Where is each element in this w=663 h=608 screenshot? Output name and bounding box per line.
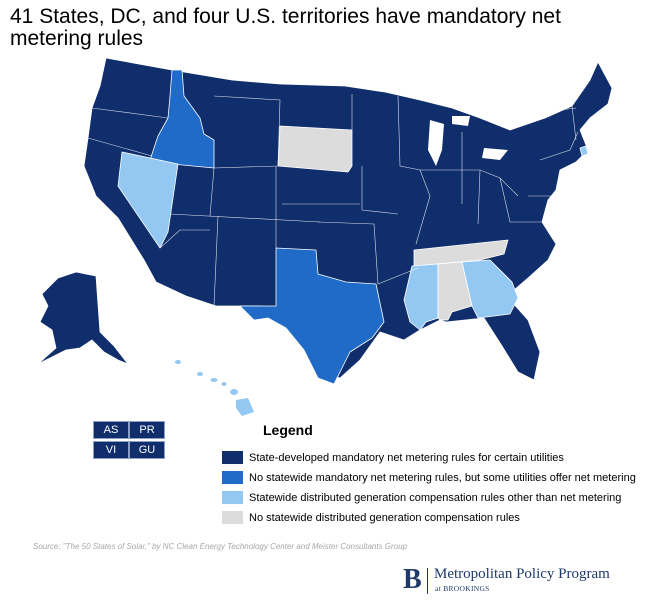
- territory-as: AS: [93, 421, 129, 439]
- legend-swatch: [222, 491, 243, 504]
- legend-swatch: [222, 511, 243, 524]
- territory-pr: PR: [129, 421, 165, 439]
- state-borders: [87, 94, 579, 307]
- map-title: 41 States, DC, and four U.S. territories…: [10, 5, 561, 50]
- brookings-logo: B Metropolitan Policy Program at BROOKIN…: [403, 564, 633, 596]
- legend-title: Legend: [263, 422, 313, 438]
- state-alaska: [37, 271, 129, 365]
- state-texas: [239, 247, 385, 385]
- state-nevada: [117, 151, 179, 249]
- state-tennessee: [413, 239, 509, 267]
- state-south-dakota: [277, 125, 353, 173]
- territory-gu: GU: [129, 441, 165, 459]
- legend-label: State-developed mandatory net metering r…: [249, 452, 564, 464]
- source-note: Source: "The 50 States of Solar," by NC …: [33, 542, 408, 551]
- great-lakes: [428, 116, 508, 166]
- legend-label: No statewide mandatory net metering rule…: [249, 472, 636, 484]
- legend-label: No statewide distributed generation comp…: [249, 512, 520, 524]
- logo-initial: B: [403, 564, 422, 595]
- logo-divider: [427, 568, 428, 594]
- logo-sub: at BROOKINGS: [435, 584, 490, 593]
- us-map: [37, 57, 613, 416]
- logo-name: Metropolitan Policy Program: [434, 566, 610, 582]
- legend-swatch: [222, 451, 243, 464]
- legend-label: Statewide distributed generation compens…: [249, 492, 622, 504]
- territory-vi: VI: [93, 441, 129, 459]
- state-hawaii: [175, 360, 254, 416]
- state-georgia: [461, 259, 519, 319]
- legend-swatch: [222, 471, 243, 484]
- state-rhode-island: [579, 145, 589, 157]
